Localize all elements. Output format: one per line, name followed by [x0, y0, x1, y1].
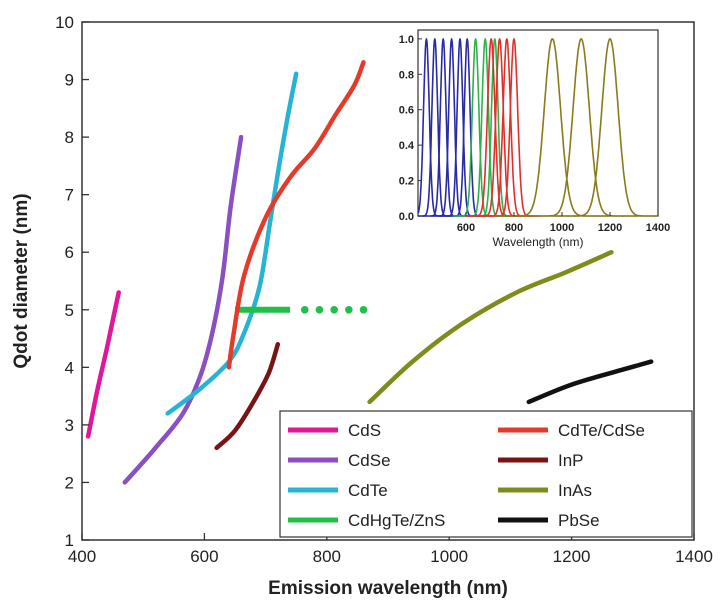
inset-y-tick-label-2: 0.4	[399, 140, 415, 152]
y-tick-label-6: 6	[65, 243, 74, 262]
inset-y-tick-label-0: 0.0	[399, 211, 414, 223]
series-inp	[214, 342, 281, 451]
main-series-group	[85, 60, 654, 485]
y-tick-label-10: 10	[55, 13, 74, 32]
inset-y-tick-label-4: 0.8	[399, 69, 414, 81]
y-tick-label-3: 3	[65, 416, 74, 435]
inset-y-tick-label-1: 0.2	[399, 176, 414, 188]
inset-spectrum-peak-1080	[523, 38, 640, 217]
inset-x-tick-label-1400: 1400	[646, 222, 670, 234]
main-plot: 400 600 800 1000 1200 1400 1 2 3 4 5 6 7 8 9 10 Emissi…	[11, 13, 713, 599]
series-inas	[367, 249, 614, 405]
main-x-axis: 400 600 800 1000 1200 1400	[68, 533, 713, 566]
legend-label-inas: InAs	[558, 481, 592, 500]
legend-label-cds: CdS	[348, 421, 381, 440]
x-tick-label-800: 800	[313, 547, 341, 566]
y-tick-label-1: 1	[65, 531, 74, 550]
inset-y-axis: 0.0 0.2 0.4 0.6 0.8 1.0	[399, 34, 422, 223]
x-tick-label-400: 400	[68, 547, 96, 566]
legend: CdS CdSe CdTe CdHgTe/ZnS CdTe/CdSe InP InAs PbS…	[279, 410, 693, 538]
series-cdhgte-zns-dot	[359, 305, 368, 314]
series-cds	[85, 290, 121, 439]
main-plot-frame	[81, 21, 695, 541]
inset-y-tick-label-5: 1.0	[399, 34, 414, 46]
y-axis-title: Qdot diameter (nm)	[11, 193, 32, 368]
inset-x-tick-label-800: 800	[505, 222, 523, 234]
x-tick-label-1400: 1400	[675, 547, 713, 566]
x-axis-title: Emission wavelength (nm)	[268, 578, 508, 599]
y-tick-label-4: 4	[65, 358, 74, 377]
x-tick-label-1200: 1200	[553, 547, 591, 566]
legend-label-cdse: CdSe	[348, 451, 391, 470]
inset-x-tick-label-1200: 1200	[598, 222, 622, 234]
main-y-axis: 1 2 3 4 5 6 7 8 9 10	[55, 13, 89, 550]
y-tick-label-9: 9	[65, 71, 74, 90]
y-tick-label-5: 5	[65, 301, 74, 320]
inset-spectrum-peak-1200	[552, 38, 659, 217]
series-cdte	[165, 71, 299, 416]
inset-y-tick-label-3: 0.6	[399, 105, 414, 117]
inset-plot: 600 800 1000 1200 1400 0.0 0.2 0.4 0.6 0.8 1.0 Wa…	[399, 29, 670, 249]
series-cdhgte-zns-dot	[345, 305, 353, 314]
inset-x-tick-label-600: 600	[457, 222, 475, 234]
series-pbse	[526, 359, 654, 405]
inset-x-axis: 600 800 1000 1200 1400	[457, 212, 670, 234]
legend-box	[279, 410, 693, 538]
y-tick-label-8: 8	[65, 128, 74, 147]
y-tick-label-2: 2	[65, 473, 74, 492]
legend-label-cdte-cdse: CdTe/CdSe	[558, 421, 645, 440]
series-cdhgte-zns-dot	[330, 305, 338, 314]
series-cdse	[122, 134, 244, 485]
legend-label-pbse: PbSe	[558, 511, 600, 530]
legend-label-cdhgte-zns: CdHgTe/ZnS	[348, 511, 445, 530]
series-cdte-cdse	[226, 60, 366, 370]
legend-items: CdS CdSe CdTe CdHgTe/ZnS CdTe/CdSe InP InAs PbS…	[288, 421, 645, 530]
x-tick-label-1000: 1000	[430, 547, 468, 566]
legend-label-cdte: CdTe	[348, 481, 388, 500]
inset-x-tick-label-1000: 1000	[550, 222, 574, 234]
x-tick-label-600: 600	[190, 547, 218, 566]
y-tick-label-7: 7	[65, 186, 74, 205]
series-cdhgte-zns-dot	[315, 305, 324, 314]
series-cdhgte-zns-dot	[300, 305, 309, 314]
legend-label-inp: InP	[558, 451, 584, 470]
inset-x-axis-title: Wavelength (nm)	[493, 235, 584, 249]
